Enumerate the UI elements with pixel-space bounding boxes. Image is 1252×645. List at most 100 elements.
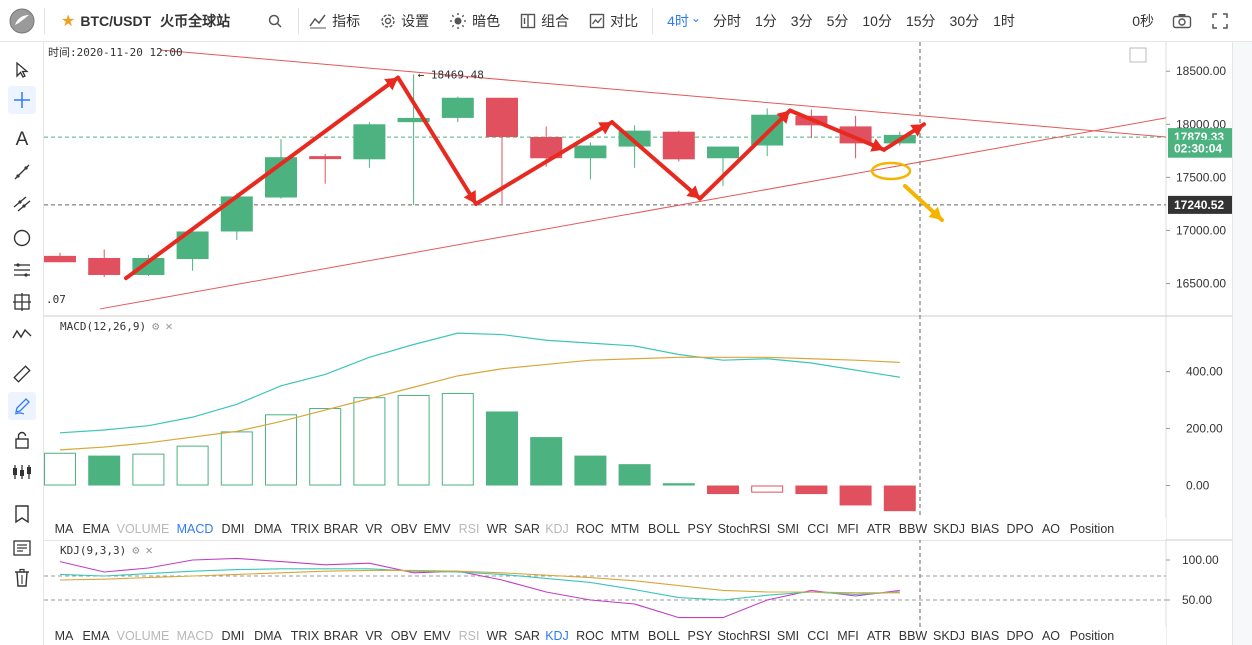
indicator-tab-ao[interactable]: AO <box>1041 629 1061 643</box>
timeframe-2[interactable]: 1分 <box>754 12 777 29</box>
indicator-tab-boll[interactable]: BOLL <box>648 522 680 536</box>
indicator-tab-macd[interactable]: MACD <box>176 522 214 536</box>
indicator-tab-ma[interactable]: MA <box>54 629 74 643</box>
fib-tool[interactable] <box>8 256 36 284</box>
fullscreen-button[interactable] <box>1212 12 1228 29</box>
indicator-tab-sar[interactable]: SAR <box>514 629 540 643</box>
indicator-tab-kdj[interactable]: KDJ <box>545 522 569 536</box>
star-icon[interactable]: ★ <box>61 12 76 30</box>
indicator-tab-smi[interactable]: SMI <box>776 629 800 643</box>
indicator-tab-obv[interactable]: OBV <box>390 522 418 536</box>
indicator-tab-roc[interactable]: ROC <box>576 522 604 536</box>
indicator-tab-atr[interactable]: ATR <box>866 629 892 643</box>
indicator-tab-dma[interactable]: DMA <box>254 522 282 536</box>
show-hide-tool[interactable] <box>8 458 36 486</box>
timeframe-5[interactable]: 10分 <box>862 12 892 29</box>
indicator-tab-position[interactable]: Position <box>1069 522 1115 536</box>
indicator-tab-cci[interactable]: CCI <box>807 522 829 536</box>
macd-close-icon[interactable]: ✕ <box>165 319 173 333</box>
bookmark-tool[interactable] <box>8 500 36 528</box>
screenshot-button[interactable] <box>1172 13 1192 29</box>
indicator-tab-emv[interactable]: EMV <box>423 522 451 536</box>
timeframe-1[interactable]: 分时 <box>712 12 741 29</box>
indicator-tab-psy[interactable]: PSY <box>687 522 713 536</box>
macd-settings-icon[interactable]: ⚙ <box>152 319 160 333</box>
indicator-tab-rsi[interactable]: RSI <box>458 629 480 643</box>
indicator-tab-ema[interactable]: EMA <box>82 522 110 536</box>
indicator-tab-mtm[interactable]: MTM <box>610 629 640 643</box>
trendline-tool[interactable] <box>8 158 36 186</box>
indicator-tab-dmi[interactable]: DMI <box>221 522 245 536</box>
indicator-tab-bias[interactable]: BIAS <box>970 522 1000 536</box>
indicator-tab-stochrsi[interactable]: StochRSI <box>717 522 771 536</box>
indicator-tab-cci[interactable]: CCI <box>807 629 829 643</box>
indicator-tab-mfi[interactable]: MFI <box>837 522 859 536</box>
brush-tool[interactable] <box>8 392 36 420</box>
chevron-down-icon[interactable]: ⌄ <box>690 10 701 25</box>
pattern-tool[interactable] <box>8 288 36 316</box>
indicators-button[interactable]: 指标 <box>309 11 360 31</box>
parallel-channel-tool[interactable] <box>8 190 36 218</box>
indicator-tab-ema[interactable]: EMA <box>82 629 110 643</box>
indicator-tab-bbw[interactable]: BBW <box>898 629 928 643</box>
indicator-tab-brar[interactable]: BRAR <box>323 522 359 536</box>
indicator-tab-wr[interactable]: WR <box>486 522 508 536</box>
indicator-tab-mfi[interactable]: MFI <box>837 629 859 643</box>
ruler-tool[interactable] <box>8 360 36 388</box>
elliott-wave-tool[interactable] <box>8 320 36 348</box>
edit-list-tool[interactable] <box>8 534 36 562</box>
indicator-tab-atr[interactable]: ATR <box>866 522 892 536</box>
indicator-tab-position[interactable]: Position <box>1069 629 1115 643</box>
indicator-tab-vr[interactable]: VR <box>365 522 383 536</box>
kdj-settings-icon[interactable]: ⚙ <box>132 543 140 557</box>
indicator-tab-smi[interactable]: SMI <box>776 522 800 536</box>
indicator-tab-dpo[interactable]: DPO <box>1006 522 1034 536</box>
crosshair-tool[interactable] <box>8 86 36 114</box>
timeframe-3[interactable]: 3分 <box>790 12 813 29</box>
indicator-tab-ao[interactable]: AO <box>1041 522 1061 536</box>
timeframe-8[interactable]: 1时 <box>993 12 1015 29</box>
indicator-tab-rsi[interactable]: RSI <box>458 522 480 536</box>
indicator-tab-skdj[interactable]: SKDJ <box>933 629 965 643</box>
lock-tool[interactable] <box>8 426 36 454</box>
indicator-tab-ma[interactable]: MA <box>54 522 74 536</box>
symbol-selector[interactable]: ★ BTC/USDT 火币全球站 <box>61 11 230 31</box>
settings-button[interactable]: 设置 <box>380 11 429 31</box>
timeframe-7[interactable]: 30分 <box>949 12 980 29</box>
indicator-tab-brar[interactable]: BRAR <box>323 629 359 643</box>
indicator-tab-obv[interactable]: OBV <box>390 629 418 643</box>
indicator-tab-bias[interactable]: BIAS <box>970 629 1000 643</box>
indicator-tab-sar[interactable]: SAR <box>514 522 540 536</box>
indicator-tab-bbw[interactable]: BBW <box>898 522 928 536</box>
indicator-tab-mtm[interactable]: MTM <box>610 522 640 536</box>
kdj-close-icon[interactable]: ✕ <box>145 543 153 557</box>
text-tool[interactable]: A <box>8 126 36 154</box>
indicator-tab-emv[interactable]: EMV <box>423 629 451 643</box>
cursor-tool[interactable] <box>8 56 36 84</box>
layout-button[interactable]: 组合 <box>520 11 569 31</box>
ellipse-tool[interactable] <box>8 224 36 252</box>
indicator-tab-trix[interactable]: TRIX <box>290 522 320 536</box>
theme-button[interactable]: 暗色 <box>449 11 500 31</box>
indicator-tab-volume[interactable]: VOLUME <box>116 629 170 643</box>
indicator-tab-skdj[interactable]: SKDJ <box>933 522 965 536</box>
pane-expand-icon[interactable] <box>1129 47 1147 63</box>
indicator-tab-boll[interactable]: BOLL <box>648 629 680 643</box>
indicator-tab-stochrsi[interactable]: StochRSI <box>717 629 771 643</box>
indicator-tab-psy[interactable]: PSY <box>687 629 713 643</box>
indicator-tab-kdj[interactable]: KDJ <box>545 629 569 643</box>
indicator-tab-dpo[interactable]: DPO <box>1006 629 1034 643</box>
indicator-tab-roc[interactable]: ROC <box>576 629 604 643</box>
compare-button[interactable]: 对比 <box>589 11 638 31</box>
indicator-tab-macd[interactable]: MACD <box>176 629 214 643</box>
timeframe-6[interactable]: 15分 <box>905 12 936 29</box>
indicator-tab-dma[interactable]: DMA <box>254 629 282 643</box>
timeframe-0[interactable]: 4时 <box>667 12 689 29</box>
indicator-tab-wr[interactable]: WR <box>486 629 508 643</box>
indicator-tab-volume[interactable]: VOLUME <box>116 522 170 536</box>
delete-tool[interactable] <box>8 564 36 592</box>
timeframe-4[interactable]: 5分 <box>826 12 849 29</box>
indicator-tab-trix[interactable]: TRIX <box>290 629 320 643</box>
search-button[interactable] <box>268 14 282 28</box>
